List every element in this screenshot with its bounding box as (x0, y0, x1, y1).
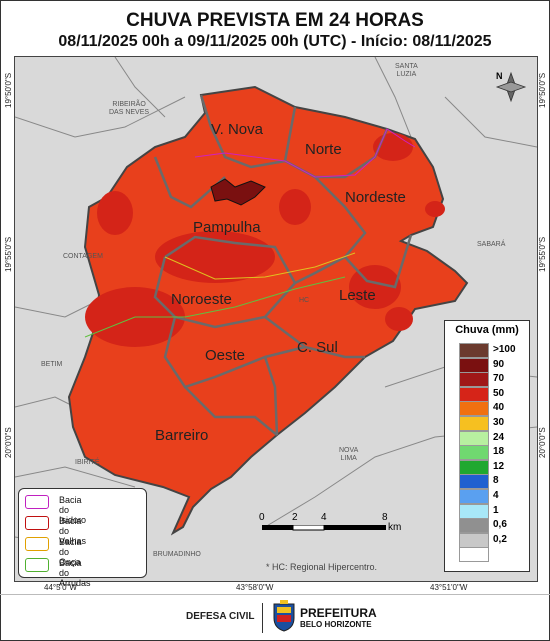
basin-arrudas-line (84, 276, 346, 338)
scale-tick-4: 4 (321, 512, 327, 523)
region-barreiro: Barreiro (155, 427, 209, 444)
legend-swatch (459, 445, 489, 461)
legend-label: 1 (493, 504, 499, 516)
basin-velhas-swatch (25, 516, 49, 530)
coord-left-3: 20°0'0"S (4, 427, 13, 458)
place-brumadinho: BRUMADINHO (153, 551, 201, 558)
legend-title: Chuva (mm) (455, 324, 519, 336)
legend-label: 24 (493, 431, 505, 443)
region-norte: Norte (305, 141, 342, 158)
legend-label: 0,2 (493, 533, 507, 545)
legend-label: 4 (493, 490, 499, 501)
legend-label: 40 (493, 402, 505, 414)
basin-isidoro-label: Bacia do Isidoro (59, 495, 87, 525)
coord-right-3: 20°0'0"S (538, 427, 547, 458)
scale-unit: km (388, 522, 402, 533)
basin-onca-swatch (25, 537, 49, 551)
place-sabara: SABARÁ (477, 241, 506, 248)
legend-swatch (459, 401, 489, 417)
place-hc: HC (299, 297, 310, 304)
legend-swatch (459, 474, 489, 490)
region-noroeste: Noroeste (171, 291, 232, 308)
region-venda-nova: V. Nova (211, 121, 263, 138)
place-ribeirao-das-neves: RIBEIRÃO DAS NEVES (109, 101, 150, 116)
belo-horizonte-label: BELO HORIZONTE (300, 620, 372, 629)
scale-tick-0: 0 (259, 512, 265, 523)
legend-swatch (459, 518, 489, 534)
prefeitura-logo (272, 600, 296, 637)
coat-of-arms-icon (273, 600, 295, 632)
prefeitura-label: PREFEITURA (300, 606, 377, 620)
basin-arrudas-swatch (25, 558, 49, 572)
legend-swatch (459, 459, 489, 475)
pampulha-lagoon (210, 178, 266, 206)
basin-onca-line (164, 252, 356, 280)
coord-left-1: 19°50'0"S (4, 72, 13, 108)
basin-isidoro-swatch (25, 495, 49, 509)
place-nova-lima: NOVA LIMA (339, 447, 359, 462)
legend-label: 0,6 (493, 519, 507, 531)
scale-tick-2: 2 (292, 512, 298, 523)
coord-bottom-3: 43°51'0"W (430, 583, 468, 592)
legend-label: 12 (493, 460, 505, 472)
north-label-wrap: N (496, 66, 503, 84)
legend-label: 50 (493, 387, 505, 399)
map-canvas (15, 57, 537, 548)
footer-separator (262, 603, 263, 633)
region-nordeste: Nordeste (345, 189, 406, 206)
north-arrow (495, 71, 527, 103)
map-title: CHUVA PREVISTA EM 24 HORAS (126, 10, 424, 31)
legend-swatch (459, 416, 489, 431)
scale-bar-graphic (262, 525, 386, 531)
coord-right-1: 19°50'0"S (538, 72, 547, 108)
place-santa-luzia: SANTA LUZIA (395, 63, 418, 78)
footer-divider (0, 594, 550, 595)
defesa-civil-label: DEFESA CIVIL (186, 611, 255, 622)
basin-legend: Bacia do Isidoro Bacia do Velhas Bacia d… (18, 488, 147, 588)
legend-label: 30 (493, 417, 505, 428)
legend-label: 90 (493, 358, 505, 370)
north-label: N (496, 71, 503, 81)
rain-legend: Chuva (mm) >100 90 70 50 40 30 24 18 12 8 4 1 0,6 0,2 (444, 320, 530, 572)
basin-isidoro-line (194, 128, 416, 178)
legend-swatch (459, 489, 489, 504)
map-subtitle: 08/11/2025 00h a 09/11/2025 00h (UTC) - … (58, 33, 492, 50)
region-centro-sul: C. Sul (297, 339, 338, 356)
legend-label: 18 (493, 446, 505, 458)
basin-arrudas-label: Bacia do Arrudas (59, 558, 91, 588)
region-pampulha: Pampulha (193, 219, 261, 236)
legend-swatch (459, 386, 489, 402)
basin-velhas-label: Bacia do Velhas (59, 516, 87, 546)
legend-swatch (459, 503, 489, 519)
region-leste: Leste (339, 287, 376, 304)
legend-swatch (459, 343, 489, 358)
hc-note: * HC: Regional Hipercentro. (266, 562, 378, 572)
legend-swatch (459, 430, 489, 446)
place-ibirite: IBIRITÉ (75, 459, 100, 466)
legend-swatch (459, 357, 489, 373)
place-betim: BETIM (41, 361, 63, 368)
coord-left-2: 19°55'0"S (4, 236, 13, 272)
region-oeste: Oeste (205, 347, 246, 364)
legend-swatch (459, 532, 489, 548)
legend-label: 70 (493, 373, 505, 385)
legend-label: >100 (493, 344, 516, 355)
place-contagem: CONTAGEM (63, 253, 103, 260)
coord-right-2: 19°55'0"S (538, 236, 547, 272)
scale-tick-8: 8 (382, 512, 388, 523)
legend-swatch (459, 372, 489, 388)
basin-onca-label: Bacia do Onça (59, 537, 82, 567)
legend-swatch (459, 547, 489, 563)
legend-label: 8 (493, 475, 499, 487)
coord-bottom-1: 44°5'0"W (44, 583, 77, 592)
coord-bottom-2: 43°58'0"W (236, 583, 274, 592)
